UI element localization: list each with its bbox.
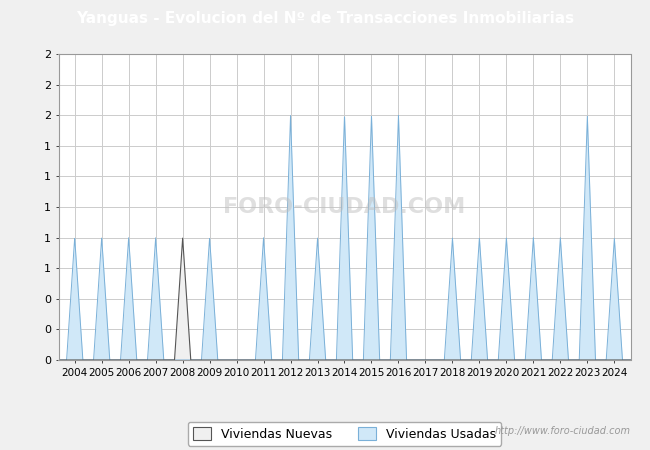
Text: http://www.foro-ciudad.com: http://www.foro-ciudad.com	[495, 427, 630, 436]
Text: Yanguas - Evolucion del Nº de Transacciones Inmobiliarias: Yanguas - Evolucion del Nº de Transaccio…	[76, 11, 574, 26]
Text: FORO-CIUDAD.COM: FORO-CIUDAD.COM	[224, 197, 465, 217]
Legend: Viviendas Nuevas, Viviendas Usadas: Viviendas Nuevas, Viviendas Usadas	[188, 422, 501, 446]
